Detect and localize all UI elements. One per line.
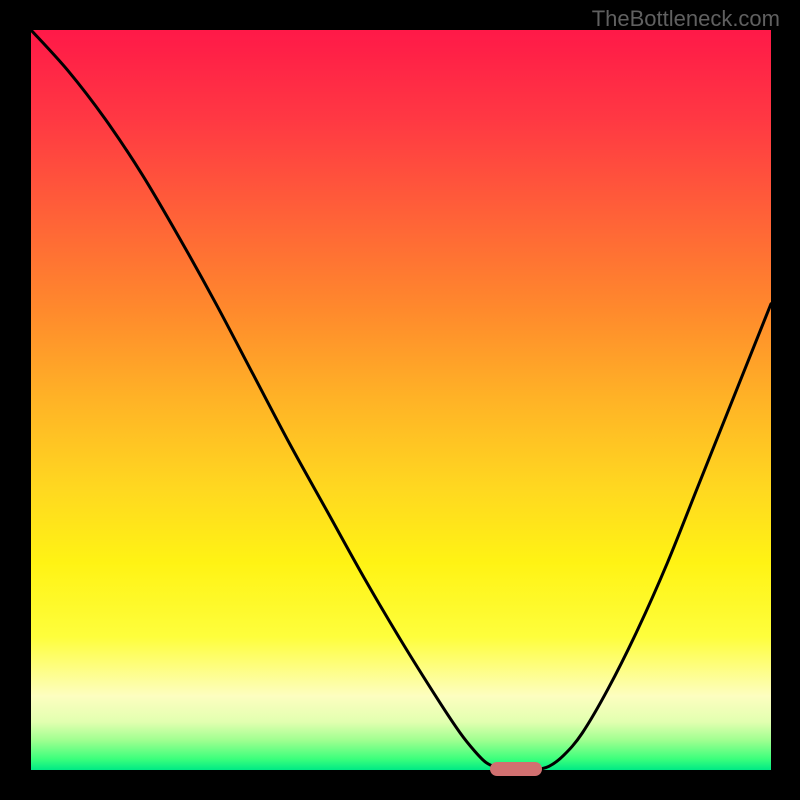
bottleneck-curve — [31, 30, 771, 770]
curve-path — [31, 30, 771, 770]
watermark-text: TheBottleneck.com — [592, 6, 780, 32]
optimal-marker — [490, 762, 542, 776]
plot-area — [31, 30, 771, 770]
